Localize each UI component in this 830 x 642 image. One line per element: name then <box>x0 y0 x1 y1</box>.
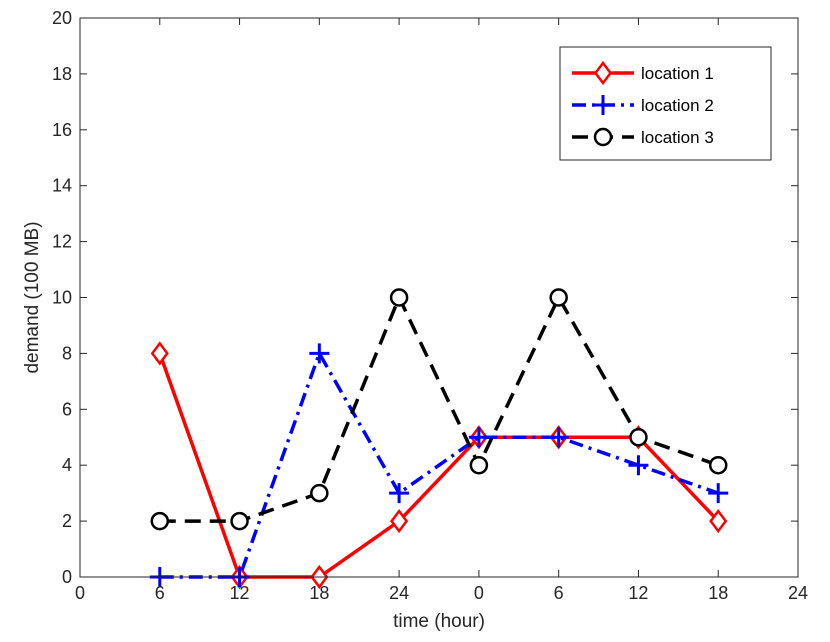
legend-label-1: location 1 <box>641 64 714 83</box>
series-2-point <box>628 455 649 476</box>
x-tick-label: 24 <box>389 583 409 603</box>
y-tick-label: 10 <box>52 288 72 308</box>
x-tick-label: 12 <box>230 583 250 603</box>
x-tick-label: 24 <box>788 583 808 603</box>
x-tick-label: 0 <box>75 583 85 603</box>
series-2-point <box>389 483 410 504</box>
x-tick-label: 0 <box>474 583 484 603</box>
legend-marker-1 <box>593 60 613 86</box>
series-2-point <box>708 483 729 504</box>
x-tick-label: 18 <box>708 583 728 603</box>
y-tick-label: 12 <box>52 232 72 252</box>
y-tick-label: 4 <box>62 455 72 475</box>
series-3-point <box>230 511 249 531</box>
legend-marker-3 <box>593 127 613 147</box>
x-tick-label: 12 <box>628 583 648 603</box>
y-tick-label: 20 <box>52 8 72 28</box>
series-3-point <box>150 511 170 531</box>
series-1-point <box>709 509 728 534</box>
legend: location 1 location 2 location 3 <box>559 46 772 161</box>
series-1-point <box>390 509 409 534</box>
series-3-point <box>708 455 728 475</box>
series-3-point <box>389 288 409 307</box>
x-tick-label: 18 <box>309 583 329 603</box>
series-2 <box>149 343 729 587</box>
plot-frame <box>79 17 799 578</box>
series-1-point <box>150 341 169 366</box>
y-tick-label: 16 <box>52 120 72 140</box>
y-tick-label: 18 <box>52 64 72 84</box>
legend-label-3: location 3 <box>641 128 714 147</box>
legend-marker-2 <box>593 95 613 115</box>
series-3-point <box>629 428 648 447</box>
series-2-point <box>548 427 569 448</box>
series-3-point <box>469 455 489 475</box>
series-2-line <box>159 349 719 579</box>
x-axis-label: time (hour) <box>393 611 485 632</box>
y-tick-label: 6 <box>62 399 72 419</box>
legend-label-2: location 2 <box>641 96 714 115</box>
y-axis-label: demand (100 MB) <box>22 221 43 373</box>
x-tick-label: 6 <box>554 583 564 603</box>
series-2-point <box>309 343 330 364</box>
series-3 <box>150 288 728 531</box>
series-3-line <box>159 293 719 523</box>
y-tick-label: 0 <box>62 567 72 587</box>
y-tick-label: 8 <box>62 343 72 363</box>
series-2-point <box>468 427 489 448</box>
x-tick-label: 6 <box>155 583 165 603</box>
series-3-point <box>310 483 329 503</box>
y-tick-label: 14 <box>52 176 72 196</box>
series-3-point <box>549 288 568 307</box>
y-tick-label: 2 <box>62 511 72 531</box>
